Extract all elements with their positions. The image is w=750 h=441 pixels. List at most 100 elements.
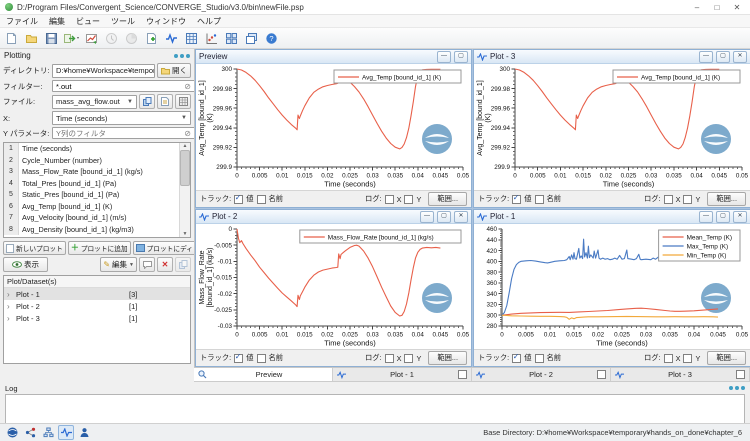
close-icon[interactable]: ✕: [733, 2, 741, 12]
tab-preview[interactable]: Preview: [194, 368, 333, 381]
new-file-icon[interactable]: [3, 30, 20, 47]
minimize-icon[interactable]: —: [420, 210, 434, 223]
tile-windows-icon[interactable]: [223, 30, 240, 47]
expander-icon[interactable]: ›: [7, 301, 10, 311]
parameter-row[interactable]: 5 Static_Pres [bound_id_1] (Pa): [4, 189, 190, 201]
x-axis-combobox[interactable]: Time (seconds) ▼: [52, 111, 191, 125]
track-name-checkbox[interactable]: [534, 194, 544, 204]
tree-row-plot-2[interactable]: › Plot - 2 [1]: [7, 301, 138, 311]
time-history-icon[interactable]: [103, 30, 120, 47]
comment-button[interactable]: [139, 257, 155, 272]
case-setup-icon[interactable]: [4, 425, 20, 440]
file-table-button[interactable]: [175, 94, 191, 109]
help-icon[interactable]: ?: [263, 30, 280, 47]
tab-checkbox[interactable]: [736, 370, 745, 379]
menu-tools[interactable]: ツール: [111, 16, 135, 26]
expander-icon[interactable]: ›: [7, 289, 10, 299]
log-y-checkbox[interactable]: [683, 353, 693, 363]
menu-file[interactable]: ファイル: [6, 16, 38, 26]
minimize-icon[interactable]: –: [694, 2, 700, 12]
log-panel-options-dots[interactable]: [729, 386, 745, 390]
parameter-row[interactable]: 6 Avg_Temp [bound_id_1] (K): [4, 200, 190, 212]
user-icon[interactable]: [76, 425, 92, 440]
line-plotting-icon[interactable]: [163, 30, 180, 47]
scrollbar-thumb[interactable]: [180, 150, 190, 186]
share-icon[interactable]: [22, 425, 38, 440]
range-button[interactable]: 範囲...: [707, 192, 746, 206]
edit-button[interactable]: ✎ 編集 ▼: [100, 257, 137, 272]
range-button[interactable]: 範囲...: [707, 351, 746, 365]
save-icon[interactable]: [43, 30, 60, 47]
scroll-up-icon[interactable]: ▲: [182, 143, 188, 149]
directory-combobox[interactable]: D:¥home¥Workspace¥temporary¥hands_on▼: [52, 63, 155, 78]
log-x-checkbox[interactable]: [663, 194, 673, 204]
filter-input[interactable]: [52, 80, 194, 92]
parameter-row[interactable]: 7 Avg_Velocity [bound_id_1] (m/s): [4, 212, 190, 224]
tab-plot-1[interactable]: Plot - 1: [333, 368, 472, 381]
chart-canvas-preview[interactable]: 0 0.005 0.01 0.015 0.02 0.025 0.03 0.035 0.04 0.0…: [196, 64, 471, 190]
log-y-checkbox[interactable]: [404, 353, 414, 363]
track-value-checkbox[interactable]: [512, 352, 522, 363]
track-name-checkbox[interactable]: [534, 353, 544, 363]
y-filter-input[interactable]: [52, 127, 194, 139]
range-button[interactable]: 範囲...: [428, 192, 467, 206]
table-editor-icon[interactable]: [183, 30, 200, 47]
new-plot-button[interactable]: 新しいプロット: [3, 241, 66, 255]
chart-canvas-plot-3[interactable]: 0 0.005 0.01 0.015 0.02 0.025 0.03 0.035 0.04 0.0…: [474, 64, 750, 190]
clear-y-filter-icon[interactable]: ⊘: [184, 128, 191, 138]
tab-checkbox[interactable]: [458, 370, 467, 379]
tab-plot-3[interactable]: Plot - 3: [611, 368, 750, 381]
minimize-icon[interactable]: —: [699, 210, 713, 223]
log-y-checkbox[interactable]: [404, 194, 414, 204]
parameter-row[interactable]: 8 Avg_Density [bound_id_1] (kg/m3): [4, 223, 190, 235]
open-directory-button[interactable]: 開く: [157, 63, 191, 78]
menu-view[interactable]: ビュー: [76, 16, 100, 26]
minimize-icon[interactable]: —: [699, 50, 713, 63]
scroll-down-icon[interactable]: ▼: [182, 231, 188, 237]
track-value-checkbox[interactable]: [234, 193, 244, 204]
parameter-row[interactable]: 4 Total_Pres [bound_id_1] (Pa): [4, 177, 190, 189]
close-icon[interactable]: ✕: [733, 50, 747, 63]
range-button[interactable]: 範囲...: [428, 351, 467, 365]
tree-row-plot-3[interactable]: › Plot - 3 [1]: [7, 313, 138, 323]
scatter-plot-icon[interactable]: [203, 30, 220, 47]
parameter-row[interactable]: 2 Cycle_Number (number): [4, 154, 190, 166]
clear-filter-icon[interactable]: ⊘: [184, 81, 191, 91]
tab-checkbox[interactable]: [597, 370, 606, 379]
maximize-icon[interactable]: ▢: [716, 210, 730, 223]
track-name-checkbox[interactable]: [256, 353, 266, 363]
log-y-checkbox[interactable]: [683, 194, 693, 204]
log-x-checkbox[interactable]: [384, 194, 394, 204]
menu-help[interactable]: ヘルプ: [197, 16, 221, 26]
expander-icon[interactable]: ›: [7, 313, 10, 323]
parameter-list-scrollbar[interactable]: ▲ ▼: [179, 143, 190, 237]
panel-options-dots[interactable]: [174, 53, 190, 58]
maximize-icon[interactable]: □: [714, 2, 720, 12]
track-name-checkbox[interactable]: [256, 194, 266, 204]
maximize-icon[interactable]: ▢: [716, 50, 730, 63]
open-folder-icon[interactable]: [23, 30, 40, 47]
minimize-icon[interactable]: —: [437, 50, 451, 63]
add-directory-to-plot-button[interactable]: プロットにディレクトリを追加: [132, 241, 194, 255]
menu-window[interactable]: ウィンドウ: [146, 16, 186, 26]
file-combobox[interactable]: mass_avg_flow.out ▼: [52, 94, 137, 109]
parameter-row[interactable]: 3 Mass_Flow_Rate [bound_id_1] (kg/s): [4, 166, 190, 178]
track-value-checkbox[interactable]: [234, 352, 244, 363]
delete-button[interactable]: ✕: [157, 257, 173, 272]
chart-canvas-plot-2[interactable]: 0 0.005 0.01 0.015 0.02 0.025 0.03 0.035 0.04 0.0…: [196, 224, 471, 349]
duplicate-button[interactable]: [175, 257, 191, 272]
parameter-row[interactable]: 1 Time (seconds): [4, 143, 190, 155]
cascade-windows-icon[interactable]: [243, 30, 260, 47]
statistics-icon[interactable]: [123, 30, 140, 47]
import-icon[interactable]: [63, 30, 80, 47]
close-icon[interactable]: ✕: [733, 210, 747, 223]
tree-view-icon[interactable]: [40, 425, 56, 440]
log-x-checkbox[interactable]: [384, 353, 394, 363]
add-to-plot-button[interactable]: ＋プロットに追加: [67, 241, 131, 255]
export-chart-icon[interactable]: [83, 30, 100, 47]
show-button[interactable]: 表示: [3, 257, 48, 272]
chart-canvas-plot-1[interactable]: 0 0.005 0.01 0.015 0.02 0.025 0.03 0.035 0.04 0.0…: [474, 224, 750, 349]
track-value-checkbox[interactable]: [512, 193, 522, 204]
tree-row-plot-1[interactable]: › Plot - 1 [3]: [4, 288, 190, 300]
close-icon[interactable]: ✕: [454, 210, 468, 223]
